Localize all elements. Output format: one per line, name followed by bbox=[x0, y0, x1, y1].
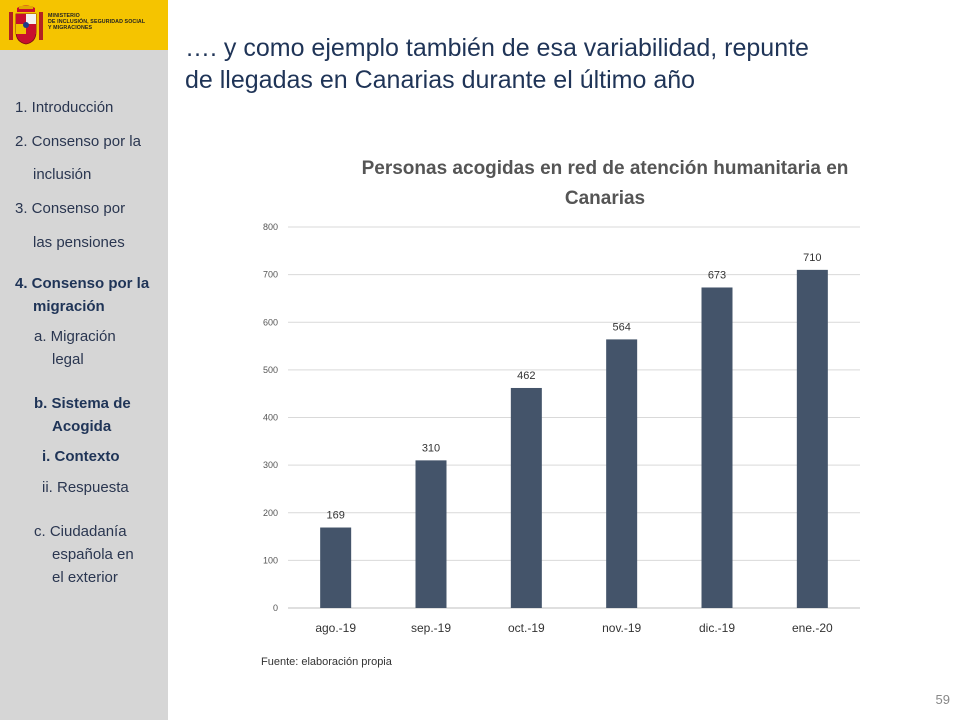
nav-subitem-migracion-legal[interactable]: a. Migración bbox=[34, 328, 116, 345]
data-label: 462 bbox=[517, 370, 535, 382]
data-label: 310 bbox=[422, 442, 440, 454]
slide-title: …. y como ejemplo también de esa variabi… bbox=[185, 32, 945, 96]
nav-item-inclusion-cont[interactable]: inclusión bbox=[33, 166, 92, 183]
data-label: 169 bbox=[326, 510, 344, 522]
x-tick-label: oct.-19 bbox=[508, 621, 545, 635]
y-tick-label: 300 bbox=[263, 460, 278, 470]
nav-item-pensiones[interactable]: 3. Consenso por bbox=[15, 200, 126, 217]
page-number: 59 bbox=[935, 692, 950, 707]
nav-item-inclusion[interactable]: 2. Consenso por la bbox=[15, 133, 141, 150]
ministry-name: MINISTERIO DE INCLUSIÓN, SEGURIDAD SOCIA… bbox=[48, 13, 166, 32]
x-tick-label: ago.-19 bbox=[315, 621, 356, 635]
logo-line-1: MINISTERIO bbox=[48, 13, 80, 19]
y-tick-label: 500 bbox=[263, 365, 278, 375]
nav-subitem-sistema-acogida[interactable]: b. Sistema de bbox=[34, 395, 131, 412]
data-label: 564 bbox=[612, 321, 630, 333]
bar-sep.-19 bbox=[415, 460, 447, 608]
x-tick-label: sep.-19 bbox=[411, 621, 451, 635]
nav-item-migracion-cont[interactable]: migración bbox=[33, 298, 105, 315]
bar-dic.-19 bbox=[701, 287, 733, 608]
slide-title-line-2: de llegadas en Canarias durante el últim… bbox=[185, 66, 696, 94]
x-tick-label: dic.-19 bbox=[699, 621, 735, 635]
data-label: 673 bbox=[708, 269, 726, 281]
chart-title: Personas acogidas en red de atención hum… bbox=[300, 154, 910, 214]
chart-title-line-1: Personas acogidas en red de atención hum… bbox=[361, 158, 849, 179]
sidebar: MINISTERIO DE INCLUSIÓN, SEGURIDAD SOCIA… bbox=[0, 0, 168, 720]
nav-subsubitem-respuesta[interactable]: ii. Respuesta bbox=[42, 479, 129, 496]
nav-item-introduccion[interactable]: 1. Introducción bbox=[15, 99, 114, 116]
y-tick-label: 200 bbox=[263, 508, 278, 518]
nav-subitem-ciudadania[interactable]: c. Ciudadanía bbox=[34, 523, 127, 540]
nav-item-pensiones-cont[interactable]: las pensiones bbox=[33, 234, 125, 251]
slide-title-line-1: …. y como ejemplo también de esa variabi… bbox=[185, 34, 809, 62]
source-note: Fuente: elaboración propia bbox=[261, 656, 392, 668]
chart-title-line-2: Canarias bbox=[564, 188, 646, 209]
nav-subitem-migracion-legal-cont[interactable]: legal bbox=[52, 351, 84, 368]
nav-subitem-ciudadania-cont-2[interactable]: el exterior bbox=[52, 569, 118, 586]
bar-ago.-19 bbox=[320, 527, 352, 608]
bar-chart: 0 100 200 300 400 500 600 700 800 169 ago.-19 310 se… bbox=[263, 222, 860, 635]
y-tick-label: 600 bbox=[263, 317, 278, 327]
y-tick-label: 400 bbox=[263, 413, 278, 423]
nav-item-migracion[interactable]: 4. Consenso por la bbox=[15, 275, 150, 292]
logo-line-3: Y MIGRACIONES bbox=[48, 25, 93, 32]
y-tick-label: 100 bbox=[263, 555, 278, 565]
y-tick-label: 800 bbox=[263, 222, 278, 232]
nav-subitem-ciudadania-cont-1[interactable]: española en bbox=[52, 546, 134, 563]
y-tick-label: 0 bbox=[273, 603, 278, 613]
coat-of-arms-icon bbox=[9, 5, 43, 45]
bar-ene.-20 bbox=[796, 269, 828, 608]
data-label: 710 bbox=[803, 252, 821, 264]
bar-nov.-19 bbox=[606, 339, 638, 608]
bar-oct.-19 bbox=[510, 387, 542, 608]
logo-line-2: DE INCLUSIÓN, SEGURIDAD SOCIAL bbox=[48, 19, 146, 26]
nav-subitem-sistema-acogida-cont[interactable]: Acogida bbox=[52, 418, 112, 435]
x-tick-label: nov.-19 bbox=[602, 621, 641, 635]
ministry-logo: MINISTERIO DE INCLUSIÓN, SEGURIDAD SOCIA… bbox=[0, 0, 168, 50]
nav-subsubitem-contexto[interactable]: i. Contexto bbox=[42, 448, 120, 465]
y-tick-label: 700 bbox=[263, 270, 278, 280]
x-tick-label: ene.-20 bbox=[792, 621, 833, 635]
